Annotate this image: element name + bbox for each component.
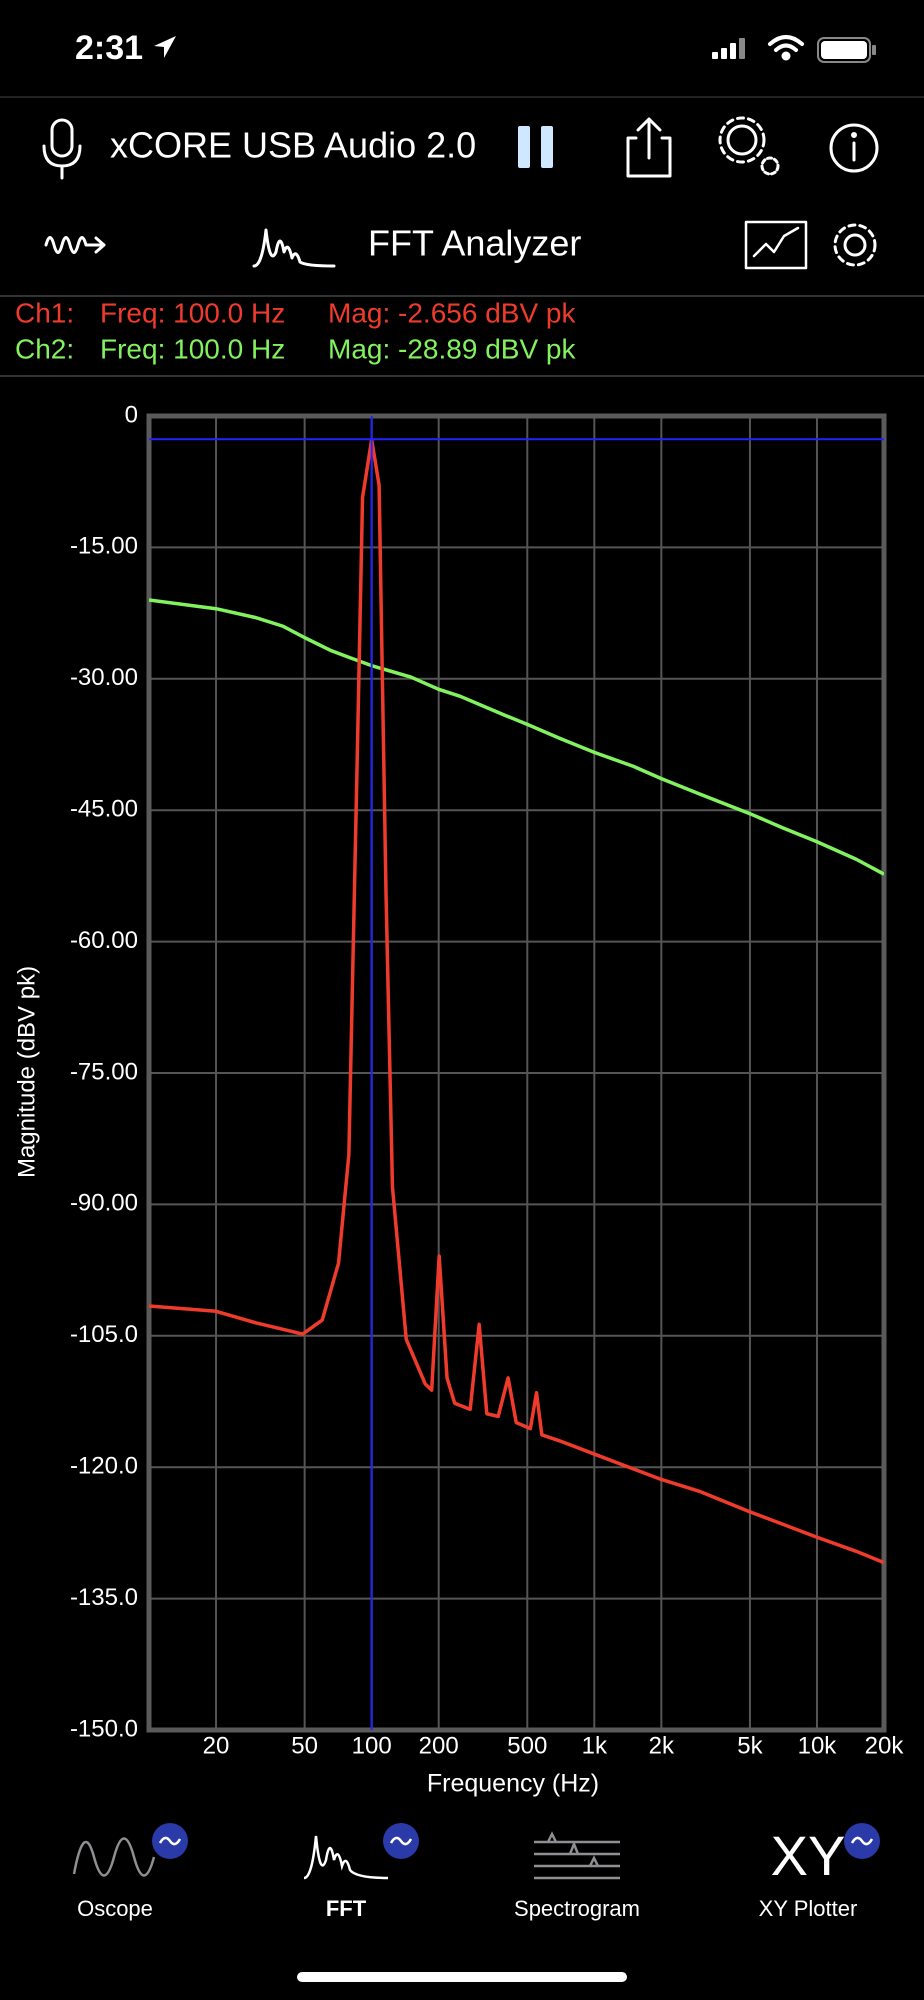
readout-channel: Ch1: bbox=[15, 297, 74, 328]
y-tick-label: -60.00 bbox=[70, 927, 138, 954]
x-tick-label: 100 bbox=[352, 1732, 392, 1759]
y-tick-label: -105.0 bbox=[70, 1321, 138, 1348]
tab-label[interactable]: FFT bbox=[326, 1896, 367, 1921]
y-tick-label: -75.00 bbox=[70, 1058, 138, 1085]
y-tick-label: 0 bbox=[125, 401, 138, 428]
tab-label[interactable]: Oscope bbox=[77, 1896, 153, 1921]
device-name[interactable]: xCORE USB Audio 2.0 bbox=[110, 125, 476, 166]
fft-chart: 0 -15.00 -30.00 -45.00 -60.00 -75.00 -90.00 -10… bbox=[70, 401, 904, 1759]
y-tick-label: -90.00 bbox=[70, 1190, 138, 1217]
chart-options-button[interactable] bbox=[744, 220, 808, 270]
x-tick-label: 20 bbox=[203, 1732, 230, 1759]
x-tick-label: 2k bbox=[649, 1732, 675, 1759]
home-indicator[interactable] bbox=[297, 1972, 627, 1982]
share-button[interactable] bbox=[626, 117, 672, 178]
mic-icon[interactable] bbox=[42, 118, 82, 180]
y-tick-label: -120.0 bbox=[70, 1453, 138, 1480]
x-tick-label: 20k bbox=[865, 1732, 905, 1759]
series-line bbox=[149, 598, 884, 876]
location-icon bbox=[154, 36, 176, 58]
tab-label[interactable]: XY Plotter bbox=[759, 1896, 858, 1921]
readout-channel: Ch2: bbox=[15, 333, 74, 364]
x-axis-title: Frequency (Hz) bbox=[427, 1770, 599, 1798]
status-time: 2:31 bbox=[75, 29, 143, 67]
x-tick-label: 1k bbox=[582, 1732, 608, 1759]
tab-xy-plotter[interactable]: XY XY Plotter bbox=[759, 1823, 880, 1921]
y-tick-label: -45.00 bbox=[70, 796, 138, 823]
y-axis-title: Magnitude (dBV pk) bbox=[13, 966, 40, 1178]
signal-icon bbox=[712, 38, 745, 59]
y-tick-label: -150.0 bbox=[70, 1715, 138, 1742]
readout-mag: Mag: -2.656 dBV pk bbox=[328, 297, 576, 328]
x-tick-label: 50 bbox=[291, 1732, 318, 1759]
plot-frame bbox=[146, 413, 887, 1733]
x-tick-label: 5k bbox=[737, 1732, 763, 1759]
tab-fft[interactable]: FFT bbox=[303, 1823, 419, 1921]
wifi-icon bbox=[768, 35, 804, 61]
tab-label[interactable]: Spectrogram bbox=[514, 1896, 640, 1921]
readout-mag: Mag: -28.89 dBV pk bbox=[328, 333, 576, 364]
tab-spectrogram[interactable]: Spectrogram bbox=[514, 1831, 640, 1921]
mode-title: FFT Analyzer bbox=[368, 223, 581, 264]
y-tick-label: -15.00 bbox=[70, 533, 138, 560]
readout-freq: Freq: 100.0 Hz bbox=[100, 333, 285, 364]
x-tick-label: 10k bbox=[798, 1732, 838, 1759]
input-icon[interactable] bbox=[44, 236, 106, 254]
series-line bbox=[149, 437, 884, 1565]
battery-icon bbox=[817, 37, 876, 63]
info-button[interactable] bbox=[829, 123, 879, 173]
chart-settings-button[interactable] bbox=[833, 223, 877, 267]
tab-oscope[interactable]: Oscope bbox=[72, 1823, 188, 1921]
x-tick-label: 200 bbox=[419, 1732, 459, 1759]
pause-button[interactable] bbox=[518, 126, 553, 168]
settings-button[interactable] bbox=[718, 116, 780, 176]
readout-freq: Freq: 100.0 Hz bbox=[100, 297, 285, 328]
x-tick-label: 500 bbox=[507, 1732, 547, 1759]
tab-icon-text: XY bbox=[771, 1824, 846, 1887]
y-tick-label: -135.0 bbox=[70, 1584, 138, 1611]
y-tick-label: -30.00 bbox=[70, 664, 138, 691]
fft-icon bbox=[252, 228, 336, 268]
readouts: Ch1: Freq: 100.0 Hz Mag: -2.656 dBV pk Ch2:… bbox=[15, 297, 576, 364]
